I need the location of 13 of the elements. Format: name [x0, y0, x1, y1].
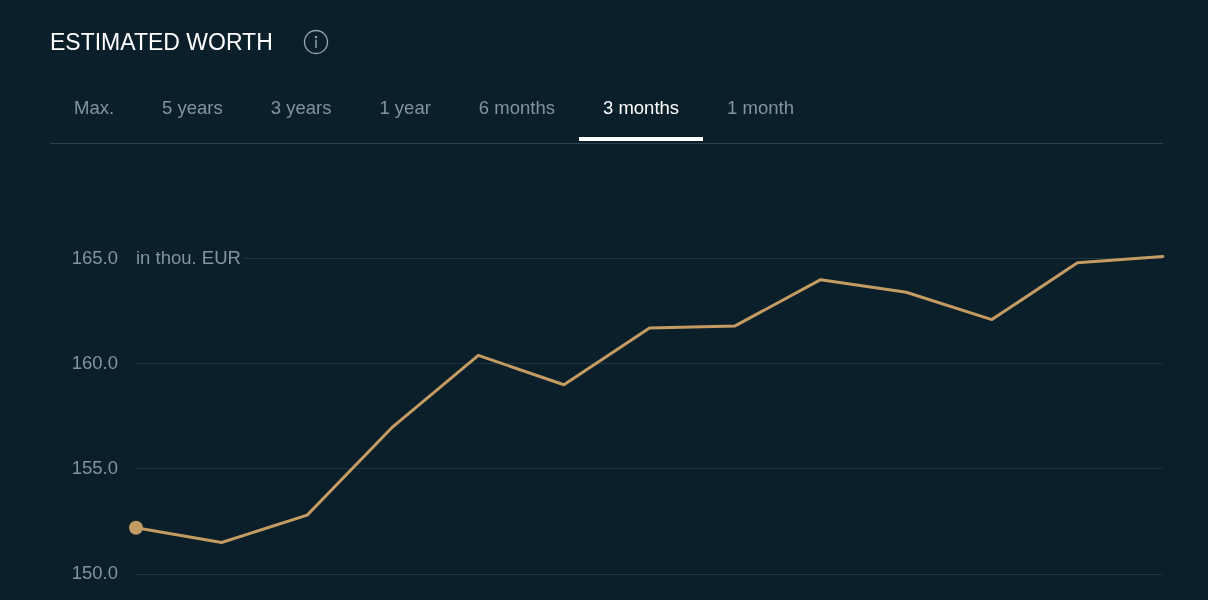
chart-title: ESTIMATED WORTH	[50, 28, 273, 56]
y-tick-label: 155.0	[71, 456, 118, 478]
y-tick-label: 150.0	[71, 562, 118, 584]
text: Max.	[73, 96, 116, 120]
y-tick-label: 165.0	[71, 246, 118, 268]
y-axis-title: in thou. EUR	[136, 246, 241, 268]
text: 6 months	[477, 96, 556, 120]
text: 1 year	[378, 96, 432, 120]
text: 3 years	[269, 96, 333, 120]
y-tick-label: 160.0	[71, 351, 118, 373]
text: 3 months	[578, 88, 704, 141]
text: 5 years	[161, 96, 224, 120]
text: 1 month	[726, 96, 795, 120]
